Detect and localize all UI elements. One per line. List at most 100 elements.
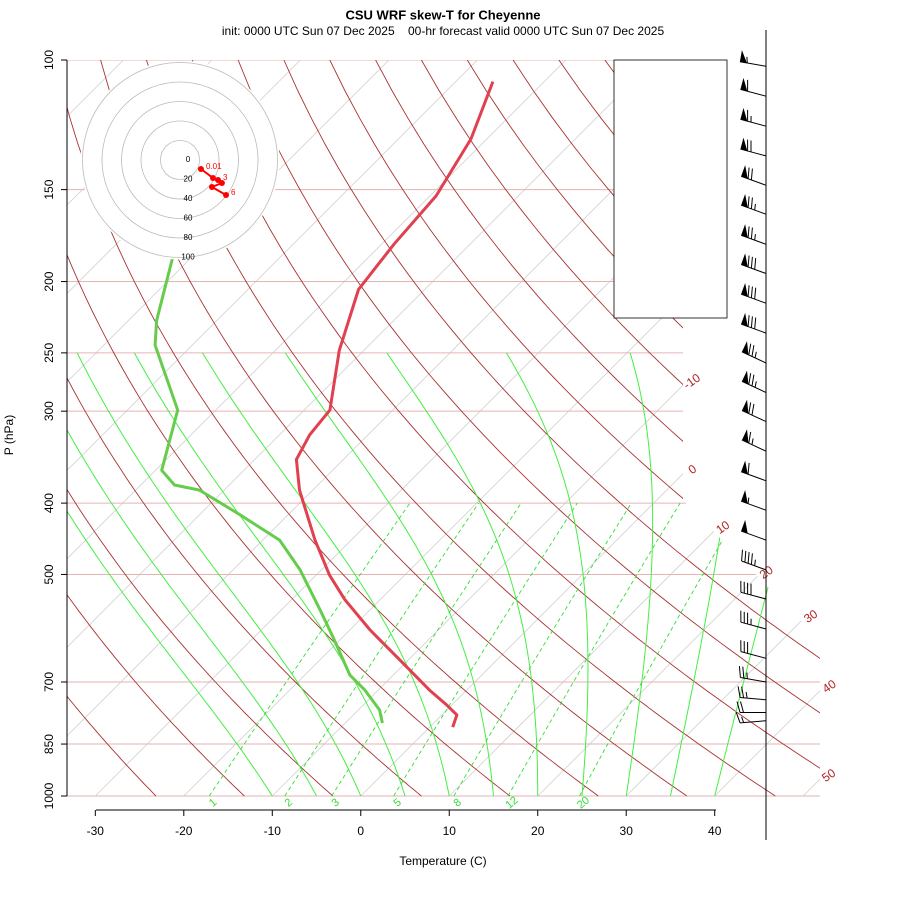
- dry-adiabat: [329, 60, 820, 797]
- moist-adiabat: [506, 352, 589, 797]
- dry-adiabat: [283, 60, 820, 797]
- mixing-ratio-line: [579, 502, 745, 797]
- info-box: [613, 59, 728, 319]
- hodograph-label: 3: [223, 173, 228, 182]
- hodograph-point: [223, 192, 230, 199]
- isotherm: [537, 60, 820, 797]
- dry-adiabat: [67, 60, 422, 797]
- y-tick-label: 100: [42, 50, 56, 70]
- moist-adiabat: [625, 352, 654, 797]
- wind-barb: [736, 701, 766, 713]
- moist-adiabat: [202, 352, 450, 797]
- mixing-ratio-line: [284, 502, 480, 797]
- isotherm: [272, 60, 820, 797]
- hodograph-ring: [140, 120, 220, 200]
- hodograph-point: [218, 180, 225, 187]
- dry-adiabat: [100, 60, 688, 797]
- wind-barb: [735, 712, 767, 724]
- dry-adiabat: [67, 60, 157, 797]
- wind-barb: [740, 107, 767, 127]
- hodograph-label: 0.01: [206, 162, 222, 171]
- moist-adiabat: [133, 352, 406, 797]
- hodograph-ring: [160, 140, 200, 180]
- hodograph-ring-label: 0: [186, 155, 191, 164]
- x-tick-label: 20: [531, 824, 545, 838]
- hodograph-ring: [82, 62, 278, 258]
- y-tick-label: 1000: [42, 782, 56, 809]
- wind-barb: [740, 77, 767, 97]
- y-tick-label: 300: [42, 401, 56, 421]
- wind-barb: [740, 253, 767, 274]
- dry-adiabat: [375, 60, 820, 797]
- y-tick-label: 150: [42, 179, 56, 199]
- x-tick-label: 30: [620, 824, 634, 838]
- dry-adiabat: [421, 60, 820, 797]
- hodograph-ring-label: 60: [184, 214, 193, 223]
- hodograph-ring: [121, 101, 239, 219]
- hodograph-ring-label: 80: [184, 233, 193, 242]
- wind-barb: [740, 490, 767, 511]
- y-tick-label: 850: [42, 734, 56, 754]
- wind-barb: [740, 610, 767, 630]
- hodograph-ring-label: 100: [181, 253, 195, 262]
- chart-subtitle: init: 0000 UTC Sun 07 Dec 2025 00-hr for…: [222, 24, 665, 38]
- wind-barb: [737, 686, 767, 701]
- wind-barb: [740, 137, 767, 157]
- wind-barb: [740, 312, 767, 334]
- wind-barb: [740, 460, 767, 482]
- mixing-ratio-line: [393, 502, 578, 797]
- moist-adiabat: [67, 352, 317, 797]
- dry-adiabat: [237, 60, 820, 797]
- dry-adiabat: [145, 60, 776, 797]
- wind-barb: [741, 549, 767, 571]
- temperature-line: [294, 81, 495, 728]
- moist-adiabat: [67, 352, 273, 797]
- x-tick-label: 10: [443, 824, 457, 838]
- wind-barb: [740, 165, 767, 186]
- hodograph-ring: [101, 81, 259, 239]
- mixing-ratio-line: [507, 502, 681, 797]
- mixing-ratio-line: [331, 502, 522, 797]
- hodograph-label: 6: [231, 188, 236, 197]
- dry-adiabat: [67, 60, 334, 797]
- hodograph-point: [197, 165, 204, 172]
- moist-adiabat: [284, 352, 494, 797]
- isotherm: [67, 60, 478, 797]
- x-tick-label: -10: [264, 824, 282, 838]
- x-tick-label: 0: [357, 824, 364, 838]
- wind-barb: [740, 283, 767, 304]
- x-tick-label: -20: [175, 824, 193, 838]
- y-tick-label: 700: [42, 672, 56, 692]
- hodograph-background: [80, 60, 280, 260]
- dry-adiabat: [67, 60, 245, 797]
- dry-adiabat: [67, 60, 511, 797]
- x-axis-label: Temperature (C): [399, 854, 486, 868]
- y-tick-label: 500: [42, 564, 56, 584]
- x-tick-label: 40: [708, 824, 722, 838]
- moist-adiabat: [386, 352, 539, 796]
- wind-barb: [740, 224, 767, 245]
- wind-barb: [740, 640, 767, 659]
- y-tick-label: 250: [42, 343, 56, 363]
- isotherm: [625, 60, 820, 797]
- wind-barb: [739, 50, 767, 67]
- wind-barb: [740, 580, 767, 600]
- dewpoint-line: [153, 240, 384, 724]
- dry-adiabat: [191, 60, 820, 797]
- mixing-ratio-line: [208, 502, 411, 797]
- wind-barb: [741, 341, 767, 364]
- moist-adiabat: [76, 352, 362, 797]
- y-tick-label: 400: [42, 493, 56, 513]
- x-tick-label: -30: [87, 824, 105, 838]
- wind-barb: [740, 194, 767, 215]
- chart-title: CSU WRF skew-T for Cheyenne: [345, 7, 540, 22]
- hodograph-point: [208, 184, 215, 191]
- hodograph-ring-label: 40: [184, 194, 193, 203]
- hodograph-ring-label: 20: [184, 175, 193, 184]
- wind-barb: [741, 429, 767, 452]
- wind-barb: [740, 519, 767, 541]
- wind-barb: [741, 399, 767, 423]
- wind-barb: [738, 666, 767, 683]
